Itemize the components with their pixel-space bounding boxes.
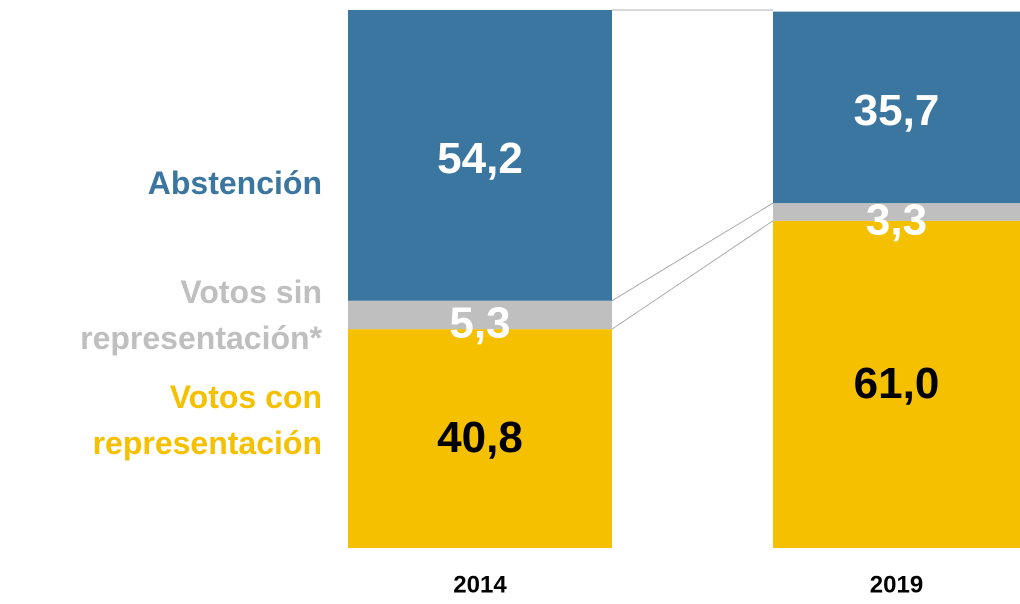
bar-segment	[348, 10, 612, 301]
value-label: 54,2	[437, 134, 523, 183]
connector	[611, 202, 774, 302]
bar-segment	[348, 300, 612, 330]
value-label: 35,7	[854, 86, 940, 135]
bar-segment	[773, 11, 1020, 204]
legend-label: Votos con representación	[92, 379, 322, 461]
bar-segment	[773, 203, 1020, 221]
legend-label: Abstención	[147, 165, 322, 201]
x-tick-label: 2019	[870, 571, 923, 598]
connector	[611, 220, 774, 330]
bar-segment	[348, 329, 612, 548]
value-label: 3,3	[866, 196, 927, 245]
value-label: 5,3	[449, 299, 510, 348]
bar-segment	[773, 220, 1020, 549]
value-label: 61,0	[854, 359, 940, 408]
x-tick-label: 2014	[453, 571, 507, 598]
value-label: 40,8	[437, 413, 523, 462]
legend-label: Votos sin representación*	[80, 274, 322, 356]
